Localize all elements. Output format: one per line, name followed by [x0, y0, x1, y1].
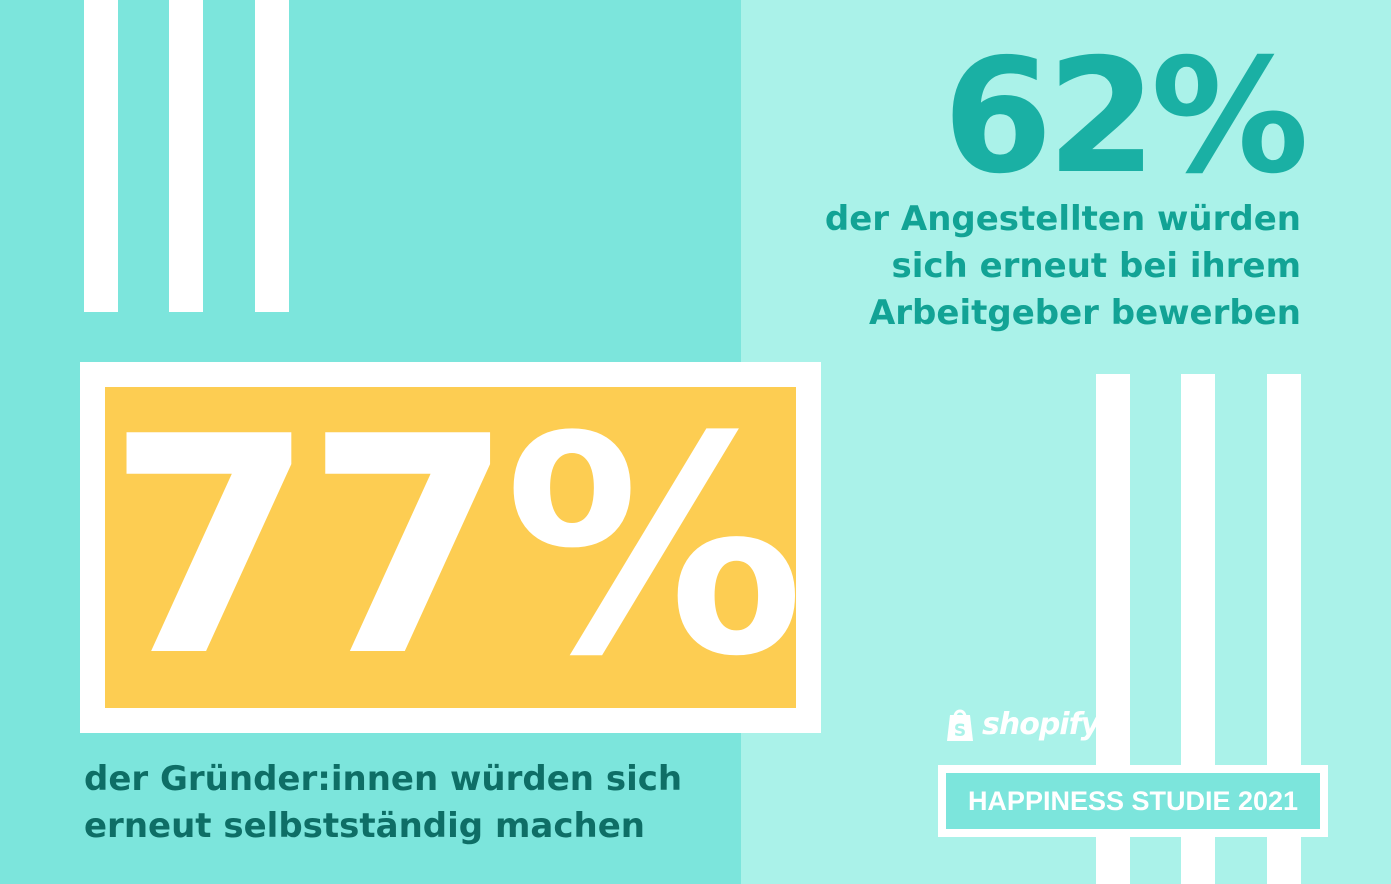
top-left-stripe-1 [84, 0, 118, 312]
founders-stat-box [105, 387, 796, 708]
shopify-logo: S shopify [944, 706, 1100, 742]
shopify-bag-icon: S [947, 709, 973, 741]
top-left-stripe-2 [169, 0, 203, 312]
top-left-stripe-3 [255, 0, 289, 312]
founders-caption-line-1: der Gründer:innen würden sich [84, 759, 683, 799]
founders-percent: 77% [106, 372, 804, 722]
founders-caption: der Gründer:innen würden sich erneut sel… [84, 756, 724, 850]
svg-text:S: S [954, 721, 966, 741]
employees-caption: der Angestellten würden sich erneut bei … [781, 196, 1301, 337]
employees-caption-line-1: der Angestellten würden [824, 199, 1301, 239]
shopify-logo-text: shopify [982, 706, 1100, 742]
study-badge-label: HAPPINESS STUDIE 2021 [946, 773, 1320, 829]
employees-caption-line-3: Arbeitgeber bewerben [868, 293, 1301, 333]
employees-percent: 62% [942, 25, 1309, 209]
employees-caption-line-2: sich erneut bei ihrem [891, 246, 1301, 286]
founders-caption-line-2: erneut selbstständig machen [84, 806, 645, 846]
